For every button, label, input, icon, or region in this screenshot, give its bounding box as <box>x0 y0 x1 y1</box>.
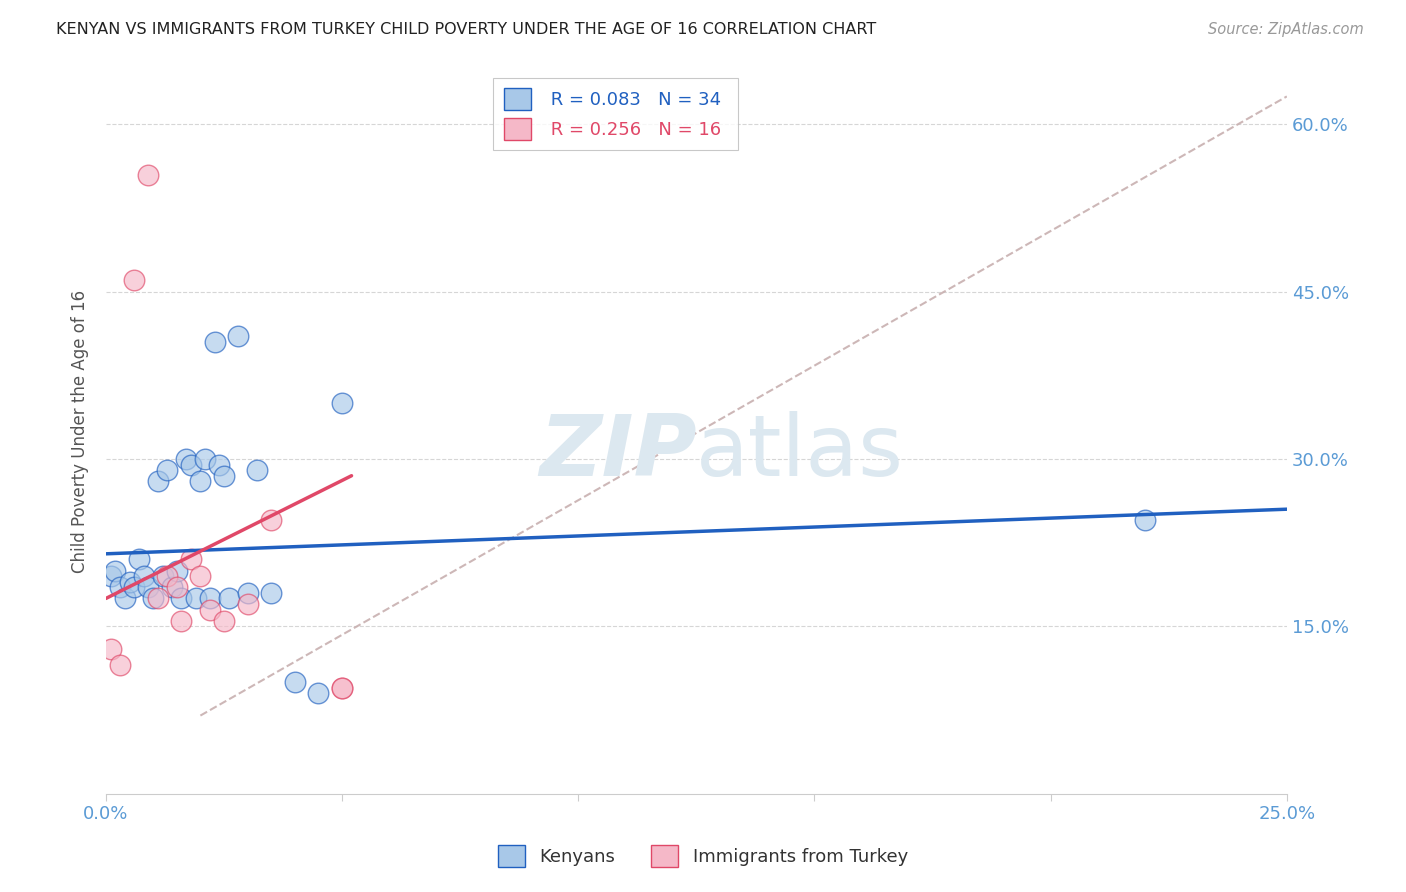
Point <box>260 513 283 527</box>
Point <box>180 458 202 472</box>
Point <box>114 591 136 606</box>
Point <box>198 602 221 616</box>
Point <box>194 452 217 467</box>
Point <box>198 591 221 606</box>
Legend: Kenyans, Immigrants from Turkey: Kenyans, Immigrants from Turkey <box>491 838 915 874</box>
Point <box>122 580 145 594</box>
Point <box>170 614 193 628</box>
Point <box>212 468 235 483</box>
Point <box>246 463 269 477</box>
Point <box>1133 513 1156 527</box>
Point <box>236 586 259 600</box>
Point <box>100 641 122 656</box>
Point <box>260 586 283 600</box>
Point <box>142 591 165 606</box>
Point <box>132 569 155 583</box>
Point <box>190 475 212 489</box>
Point <box>208 458 231 472</box>
Point <box>160 580 183 594</box>
Point <box>108 658 131 673</box>
Point <box>236 597 259 611</box>
Point <box>138 580 160 594</box>
Text: Source: ZipAtlas.com: Source: ZipAtlas.com <box>1208 22 1364 37</box>
Point <box>174 452 197 467</box>
Point <box>284 675 307 690</box>
Point <box>118 574 141 589</box>
Text: KENYAN VS IMMIGRANTS FROM TURKEY CHILD POVERTY UNDER THE AGE OF 16 CORRELATION C: KENYAN VS IMMIGRANTS FROM TURKEY CHILD P… <box>56 22 876 37</box>
Point <box>128 552 150 566</box>
Legend:  R = 0.083   N = 34 ,  R = 0.256   N = 16 : R = 0.083 N = 34 , R = 0.256 N = 16 <box>494 78 738 151</box>
Point <box>156 569 179 583</box>
Point <box>190 569 212 583</box>
Point <box>104 564 127 578</box>
Point <box>330 681 353 695</box>
Point <box>204 334 226 349</box>
Point <box>330 396 353 410</box>
Point <box>146 475 169 489</box>
Point <box>330 681 353 695</box>
Point <box>212 614 235 628</box>
Text: ZIP: ZIP <box>538 411 696 494</box>
Point <box>218 591 240 606</box>
Point <box>122 273 145 287</box>
Point <box>184 591 207 606</box>
Point <box>156 463 179 477</box>
Y-axis label: Child Poverty Under the Age of 16: Child Poverty Under the Age of 16 <box>72 290 89 573</box>
Point <box>138 168 160 182</box>
Point <box>170 591 193 606</box>
Point <box>180 552 202 566</box>
Point <box>166 580 188 594</box>
Point <box>226 329 249 343</box>
Point <box>308 686 330 700</box>
Point <box>100 569 122 583</box>
Text: atlas: atlas <box>696 411 904 494</box>
Point <box>166 564 188 578</box>
Point <box>152 569 174 583</box>
Point <box>108 580 131 594</box>
Point <box>146 591 169 606</box>
